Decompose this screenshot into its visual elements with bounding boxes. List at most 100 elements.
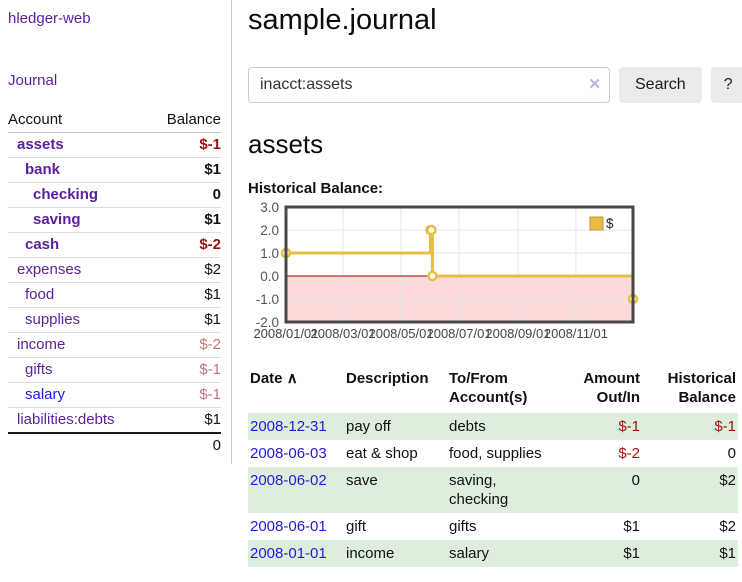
transaction-amount: 0 — [560, 467, 642, 513]
account-balance: $-1 — [149, 382, 221, 408]
account-row: checking 0 — [8, 182, 221, 208]
transaction-date-link[interactable]: 2008-06-02 — [250, 472, 327, 489]
account-balance: $1 — [149, 282, 221, 308]
transaction-balance: $2 — [642, 467, 738, 513]
register-header-balance: Historical Balance — [667, 370, 736, 406]
svg-text:0.0: 0.0 — [260, 269, 279, 284]
help-button[interactable]: ? — [710, 67, 742, 103]
account-balance: $1 — [149, 157, 221, 183]
transaction-date-link[interactable]: 2008-01-01 — [250, 545, 327, 562]
transaction-accounts: gifts — [449, 518, 477, 535]
account-link[interactable]: expenses — [17, 261, 82, 278]
account-link[interactable]: saving — [33, 211, 81, 228]
account-row: bank $1 — [8, 157, 221, 183]
transaction-description: save — [344, 467, 447, 513]
account-row: salary $-1 — [8, 382, 221, 408]
account-link[interactable]: assets — [17, 136, 64, 153]
account-balance: $-2 — [149, 232, 221, 258]
svg-text:3.0: 3.0 — [260, 200, 279, 215]
register-header-date[interactable]: Date ∧ — [250, 370, 298, 387]
account-balance: $1 — [149, 307, 221, 333]
account-row: income $-2 — [8, 332, 221, 358]
svg-text:2008/05/01: 2008/05/01 — [368, 326, 433, 341]
search-bar: ✕ Search ? — [248, 67, 742, 103]
account-link[interactable]: income — [17, 336, 66, 353]
transaction-description: gift — [346, 518, 367, 535]
account-row: expenses $2 — [8, 257, 221, 283]
app-title-link[interactable]: hledger-web — [8, 10, 91, 27]
sidebar: hledger-web Journal Account Balance asse… — [0, 0, 232, 464]
transaction-description: eat & shop — [346, 445, 418, 462]
account-balance-table: Account Balance assets $-1 bank $1 checking 0… — [8, 108, 221, 458]
register-table: Date ∧ Description To/From Account(s) Am… — [248, 367, 738, 567]
transaction-date-link[interactable]: 2008-12-31 — [250, 418, 327, 435]
account-row: gifts $-1 — [8, 357, 221, 383]
legend-swatch — [589, 216, 604, 231]
account-balance: $-1 — [149, 132, 221, 158]
account-row: saving $1 — [8, 207, 221, 233]
search-input[interactable] — [248, 67, 610, 103]
account-link[interactable]: gifts — [25, 361, 53, 378]
account-link[interactable]: salary — [25, 386, 66, 403]
total-row: 0 — [8, 432, 221, 458]
sidebar-item-journal[interactable]: Journal — [8, 72, 58, 89]
transaction-date-link[interactable]: 2008-06-01 — [250, 518, 327, 535]
search-button[interactable]: Search — [619, 67, 702, 103]
transaction-description: pay off — [344, 413, 447, 440]
account-link[interactable]: bank — [25, 161, 61, 178]
transaction-row: 2008-06-03 eat & shop food, supplies $-2 0 — [248, 440, 738, 467]
transaction-amount: $-2 — [618, 445, 640, 462]
chart-title: Historical Balance: — [248, 180, 384, 197]
transaction-accounts: saving, checking — [447, 467, 560, 513]
account-balance: $1 — [149, 407, 221, 434]
account-link[interactable]: liabilities:debts — [17, 411, 115, 428]
clear-search-icon[interactable]: ✕ — [588, 76, 601, 93]
account-row: cash $-2 — [8, 232, 221, 258]
account-balance: $1 — [149, 207, 221, 233]
page: hledger-web Journal Account Balance asse… — [0, 0, 742, 567]
svg-text:1.0: 1.0 — [260, 246, 279, 261]
svg-text:2.0: 2.0 — [260, 223, 279, 238]
main-content: sample.journal ✕ Search ? assets Histori… — [232, 0, 742, 567]
account-link[interactable]: cash — [25, 236, 60, 253]
account-row: food $1 — [8, 282, 221, 308]
register-header-amount: Amount Out/In — [583, 370, 640, 406]
transaction-balance: $2 — [719, 518, 736, 535]
account-row: liabilities:debts $1 — [8, 407, 221, 434]
transaction-amount: $-1 — [560, 413, 642, 440]
svg-text:2008/07/01: 2008/07/01 — [426, 326, 491, 341]
register-header-description: Description — [346, 370, 429, 387]
legend-label: $ — [606, 216, 614, 231]
account-row: assets $-1 — [8, 132, 221, 158]
page-title: sample.journal — [248, 4, 437, 36]
svg-text:2008/09/01: 2008/09/01 — [485, 326, 550, 341]
svg-text:-1.0: -1.0 — [256, 292, 279, 307]
account-balance: $2 — [149, 257, 221, 283]
transaction-row: 2008-01-01 income salary $1 $1 — [248, 540, 738, 567]
transaction-description: income — [344, 540, 447, 567]
historical-balance-chart: 3.0 2.0 1.0 0.0 -1.0 -2.02008/01/012008/03/01… — [253, 200, 639, 341]
account-link[interactable]: checking — [33, 186, 99, 203]
account-column-header: Account — [8, 108, 150, 133]
transaction-date-link[interactable]: 2008-06-03 — [250, 445, 327, 462]
account-balance: $-1 — [149, 357, 221, 383]
svg-text:2008/11/01: 2008/11/01 — [544, 326, 608, 341]
svg-text:-2.0: -2.0 — [256, 315, 279, 330]
account-heading: assets — [248, 129, 324, 159]
account-balance: 0 — [149, 182, 221, 208]
transaction-row: 2008-06-01 gift gifts $1 $2 — [248, 513, 738, 540]
transaction-accounts: food, supplies — [449, 445, 542, 462]
balance-column-header: Balance — [149, 108, 221, 133]
svg-text:2008/01/01: 2008/01/01 — [253, 326, 318, 341]
account-link[interactable]: food — [25, 286, 55, 303]
transaction-balance: $1 — [642, 540, 738, 567]
transaction-amount: $1 — [623, 518, 640, 535]
transaction-row: 2008-12-31 pay off debts $-1 $-1 — [248, 413, 738, 440]
transaction-accounts: debts — [447, 413, 560, 440]
account-balance: $-2 — [149, 332, 221, 358]
account-link[interactable]: supplies — [25, 311, 81, 328]
transaction-accounts: salary — [447, 540, 560, 567]
transaction-row: 2008-06-02 save saving, checking 0 $2 — [248, 467, 738, 513]
register-header-accounts: To/From Account(s) — [449, 370, 528, 406]
transaction-balance: $-1 — [642, 413, 738, 440]
